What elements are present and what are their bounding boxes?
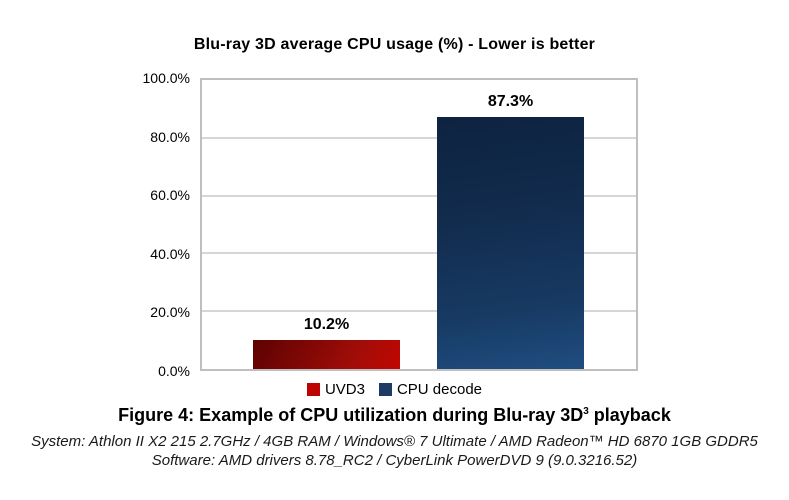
gridline [202,136,636,139]
legend: UVD3 CPU decode [0,381,789,398]
gridline [202,252,636,255]
legend-label: UVD3 [324,381,365,398]
bar-cpu-decode [437,116,584,369]
bar-value-label: 10.2% [303,315,350,333]
legend-item: UVD3 [306,381,365,398]
y-axis-tick-label: 100.0% [142,70,190,86]
legend-swatch-icon [378,383,392,396]
gridline [202,194,636,197]
figure-caption-text: Figure 4: Example of CPU utilization dur… [118,405,584,425]
system-specs-line: System: Athlon II X2 215 2.7GHz / 4GB RA… [31,433,758,450]
y-axis: 0.0% 20.0% 40.0% 60.0% 80.0% 100.0% [88,70,190,379]
bar-value-label: 87.3% [487,92,534,110]
y-axis-tick-label: 60.0% [150,187,190,204]
figure-caption: Figure 4: Example of CPU utilization dur… [0,405,789,426]
figure-caption-superscript: 3 [583,406,589,417]
y-axis-tick-label: 80.0% [150,128,190,145]
bar-uvd3 [253,339,400,369]
legend-swatch-icon [306,383,320,396]
figure-caption-suffix: playback [588,405,671,425]
chart-title: Blu-ray 3D average CPU usage (%) - Lower… [193,36,596,53]
y-axis-tick-label: 40.0% [150,245,190,262]
legend-item: CPU decode [378,381,483,398]
plot-area: 10.2% 87.3% [200,78,638,371]
y-axis-tick-label: 0.0% [158,363,190,379]
legend-label: CPU decode [396,381,483,398]
gridline [202,310,636,313]
y-axis-tick-label: 20.0% [150,304,190,321]
software-specs-line: Software: AMD drivers 8.78_RC2 / CyberLi… [151,452,638,469]
